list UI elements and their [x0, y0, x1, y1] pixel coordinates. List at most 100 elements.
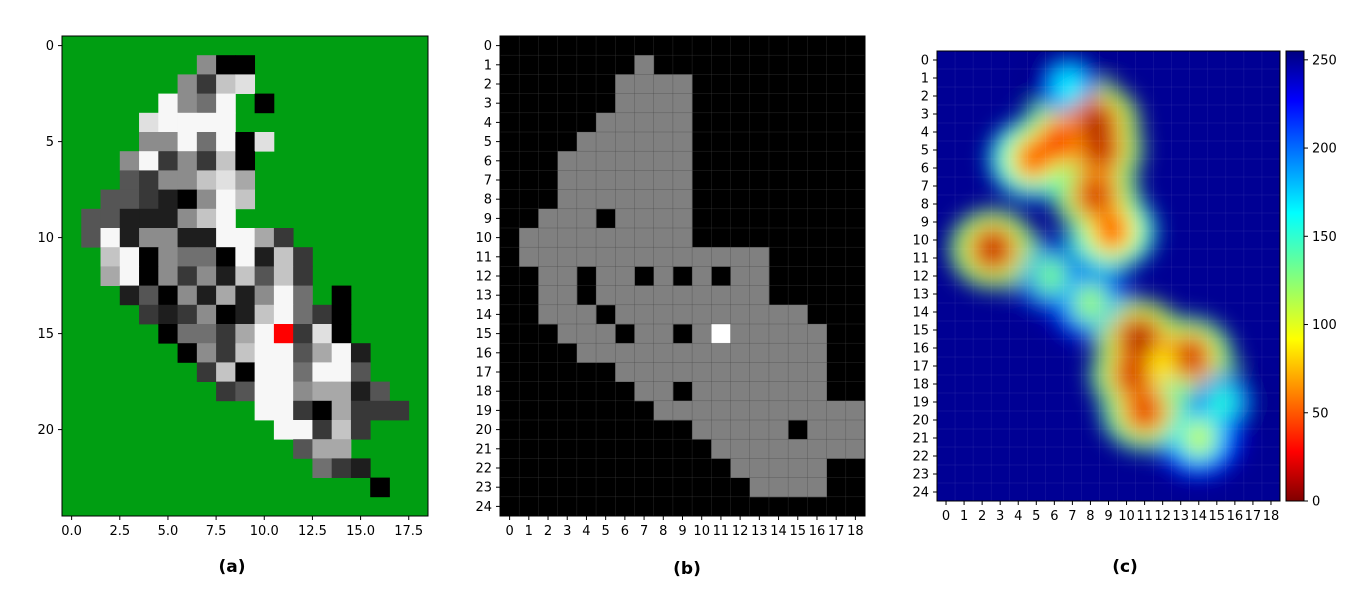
image-cell	[312, 304, 333, 325]
heat-spot	[1085, 132, 1114, 168]
image-cell	[216, 362, 236, 382]
panel-b-x-ticks: 0 1 2 3 4 5 6 7 8 9 10 11 12 13 14 15 16 17 18	[505, 516, 864, 539]
panel-b-x-tick-label: 17	[828, 524, 845, 539]
image-cell	[196, 285, 217, 306]
heat-spot	[1036, 258, 1066, 294]
image-cell	[139, 208, 159, 229]
image-cell	[389, 400, 410, 421]
panel-b-y-tick-label: 22	[475, 462, 492, 477]
region-cell	[788, 458, 808, 478]
panel-c-y-tick-label: 24	[912, 486, 929, 501]
image-cell	[196, 170, 217, 190]
image-cell	[312, 324, 333, 344]
region-cell	[538, 208, 559, 229]
region-cell	[730, 324, 751, 344]
region-cell	[634, 381, 655, 402]
panel-c-y-tick-label: 0	[921, 54, 929, 69]
region-cell	[672, 400, 693, 421]
region-cell	[615, 112, 635, 133]
image-cell	[196, 362, 217, 382]
panel-b-x-tick-label: 18	[847, 524, 864, 539]
image-cell	[312, 343, 333, 363]
panel-a-x-tick-label: 0.0	[61, 524, 82, 539]
region-cell	[672, 285, 693, 306]
panel-c-y-tick-label: 5	[921, 144, 929, 159]
region-cell	[519, 247, 539, 267]
region-cell	[749, 400, 770, 421]
region-cell	[672, 228, 693, 248]
image-cell	[312, 362, 333, 382]
region-cell	[672, 151, 693, 171]
image-cell	[196, 189, 217, 210]
panel-b-x-tick-label: 4	[582, 524, 590, 539]
image-cell	[100, 189, 121, 210]
region-cell	[596, 285, 616, 306]
panel-a-frame	[61, 35, 429, 517]
region-cell	[768, 477, 789, 498]
image-cell	[235, 381, 256, 402]
region-cell	[711, 285, 731, 306]
panel-a-y-tick-label: 15	[37, 327, 54, 342]
region-cell	[576, 343, 597, 363]
region-cell	[596, 112, 616, 133]
image-cell	[177, 266, 198, 286]
panel-a-x-tick-label: 12.5	[298, 524, 327, 539]
panel-a-x-tick-label: 17.5	[394, 524, 423, 539]
image-cell	[119, 228, 140, 248]
panel-b-y-tick-label: 2	[484, 78, 492, 93]
image-cell	[158, 228, 178, 248]
panel-a-label: (a)	[218, 557, 245, 577]
panel-c-heat-spots	[949, 51, 1266, 478]
region-cell	[788, 381, 808, 402]
image-cell	[196, 151, 217, 171]
panel-a-y-ticks: 0 5 10 15 20	[37, 39, 62, 438]
panel-b-y-tick-label: 3	[484, 97, 492, 112]
region-cell	[768, 324, 789, 344]
panel-b-y-tick-label: 12	[475, 270, 492, 285]
heat-spot	[1184, 420, 1214, 456]
image-cell	[119, 285, 140, 306]
heat-spot	[1081, 177, 1111, 213]
image-cell	[293, 247, 313, 267]
image-cell	[331, 324, 352, 344]
region-cell	[672, 362, 693, 382]
region-cell	[596, 266, 616, 286]
region-cell	[538, 304, 559, 325]
image-cell	[100, 208, 121, 229]
region-cell	[557, 324, 578, 344]
region-cell	[557, 247, 578, 267]
image-cell	[293, 420, 313, 440]
image-cell	[216, 189, 236, 210]
region-cell	[615, 74, 635, 94]
region-cell	[653, 93, 674, 114]
panel-b-gridlines	[500, 36, 865, 516]
image-cell	[100, 266, 121, 286]
image-cell	[370, 400, 390, 421]
region-cell	[749, 477, 770, 498]
region-cell	[653, 324, 674, 344]
panel-c-y-tick-label: 22	[912, 450, 929, 465]
panel-c-y-tick-label: 7	[921, 180, 929, 195]
panel-b-y-tick-label: 16	[475, 346, 492, 361]
heat-spot	[1018, 141, 1048, 177]
panel-a-y-tick-label: 20	[37, 423, 54, 438]
panel-b-x-tick-label: 8	[659, 524, 667, 539]
region-cell	[615, 228, 635, 248]
region-cell	[653, 151, 674, 171]
image-cell	[254, 285, 275, 306]
heat-spot	[1124, 321, 1154, 357]
image-cell	[331, 304, 352, 325]
region-cell	[711, 304, 731, 325]
region-cell	[692, 266, 712, 286]
panel-a-x-tick-label: 5.0	[158, 524, 179, 539]
image-cell	[254, 343, 275, 363]
panel-b-x-tick-label: 16	[809, 524, 826, 539]
image-cell	[139, 266, 159, 286]
panel-c-x-tick-label: 18	[1263, 509, 1280, 524]
panel-c-x-tick-label: 1	[960, 509, 968, 524]
region-cell	[576, 189, 597, 210]
region-cell	[615, 208, 635, 229]
image-cell	[177, 324, 198, 344]
